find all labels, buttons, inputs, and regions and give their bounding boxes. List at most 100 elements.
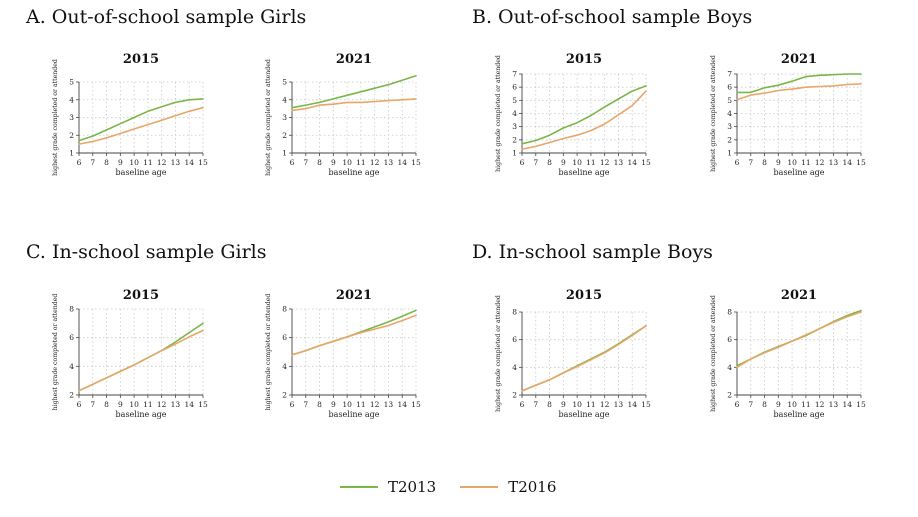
y-tick-label: 7 bbox=[727, 70, 732, 79]
y-tick-label: 5 bbox=[282, 78, 287, 87]
x-tick-label: 14 bbox=[842, 400, 852, 409]
y-axis-title: highest grade completed or attended bbox=[710, 55, 717, 172]
series-line-t2013 bbox=[736, 73, 862, 94]
y-axis-title: highest grade completed or attended bbox=[52, 59, 59, 176]
section-title-a: A. Out-of-school sample Girls bbox=[26, 6, 307, 28]
x-tick-label: 14 bbox=[184, 158, 194, 167]
y-tick-label: 7 bbox=[512, 70, 517, 79]
panel-title: 2021 bbox=[781, 52, 817, 67]
series-line-t2013 bbox=[521, 324, 647, 392]
x-tick-label: 13 bbox=[171, 158, 181, 167]
y-axis-title: highest grade completed or attended bbox=[495, 55, 502, 172]
x-tick-label: 11 bbox=[143, 400, 153, 409]
x-tick-label: 15 bbox=[641, 158, 651, 167]
x-tick-label: 13 bbox=[171, 400, 181, 409]
x-tick-label: 15 bbox=[411, 158, 421, 167]
x-tick-label: 10 bbox=[129, 400, 139, 409]
y-tick-label: 1 bbox=[282, 149, 287, 158]
x-tick-label: 10 bbox=[787, 158, 797, 167]
x-axis-title: baseline age bbox=[329, 168, 380, 177]
y-tick-label: 2 bbox=[512, 391, 517, 400]
y-tick-label: 6 bbox=[727, 83, 732, 92]
x-tick-label: 13 bbox=[614, 400, 624, 409]
x-tick-label: 7 bbox=[533, 400, 538, 409]
x-tick-label: 9 bbox=[118, 400, 123, 409]
x-tick-label: 11 bbox=[586, 158, 596, 167]
x-tick-label: 9 bbox=[331, 158, 336, 167]
x-tick-label: 7 bbox=[533, 158, 538, 167]
x-tick-label: 8 bbox=[104, 158, 109, 167]
x-tick-label: 8 bbox=[317, 400, 322, 409]
x-tick-label: 6 bbox=[735, 158, 740, 167]
y-tick-label: 4 bbox=[512, 109, 517, 118]
x-tick-label: 12 bbox=[815, 158, 825, 167]
series-line-t2013 bbox=[78, 322, 204, 392]
x-axis-title: baseline age bbox=[116, 410, 167, 419]
x-tick-label: 12 bbox=[600, 400, 610, 409]
x-tick-label: 12 bbox=[157, 158, 167, 167]
y-tick-label: 3 bbox=[727, 122, 732, 131]
series-line-t2016 bbox=[78, 329, 204, 392]
x-tick-label: 14 bbox=[627, 158, 637, 167]
y-tick-label: 6 bbox=[69, 333, 74, 342]
x-tick-label: 7 bbox=[748, 400, 753, 409]
x-axis-title: baseline age bbox=[559, 168, 610, 177]
x-tick-label: 14 bbox=[627, 400, 637, 409]
y-tick-label: 6 bbox=[512, 83, 517, 92]
series-line-t2016 bbox=[521, 324, 647, 392]
legend-label-t2013: T2013 bbox=[388, 478, 437, 496]
x-tick-label: 10 bbox=[129, 158, 139, 167]
y-tick-label: 6 bbox=[282, 333, 287, 342]
x-tick-label: 11 bbox=[356, 400, 366, 409]
series-line-t2013 bbox=[521, 85, 647, 145]
x-tick-label: 13 bbox=[614, 158, 624, 167]
legend-swatch-t2013 bbox=[340, 485, 378, 489]
panel-title: 2015 bbox=[123, 288, 159, 303]
x-tick-label: 15 bbox=[411, 400, 421, 409]
section-title-c: C. In-school sample Girls bbox=[26, 241, 267, 263]
legend-swatch-t2016 bbox=[460, 485, 499, 489]
y-tick-label: 1 bbox=[727, 149, 732, 158]
y-tick-label: 5 bbox=[69, 78, 74, 87]
x-tick-label: 14 bbox=[842, 158, 852, 167]
y-tick-label: 2 bbox=[727, 391, 732, 400]
x-tick-label: 11 bbox=[143, 158, 153, 167]
y-tick-label: 5 bbox=[512, 96, 517, 105]
x-tick-label: 7 bbox=[303, 400, 308, 409]
series-line-t2016 bbox=[521, 90, 647, 150]
x-tick-label: 8 bbox=[762, 158, 767, 167]
series-line-t2013 bbox=[291, 75, 417, 109]
x-tick-label: 6 bbox=[735, 400, 740, 409]
x-tick-label: 6 bbox=[290, 158, 295, 167]
x-tick-label: 6 bbox=[520, 158, 525, 167]
y-tick-label: 4 bbox=[282, 362, 287, 371]
y-tick-label: 2 bbox=[282, 131, 287, 140]
y-tick-label: 4 bbox=[282, 95, 287, 104]
x-tick-label: 9 bbox=[776, 400, 781, 409]
panel-title: 2021 bbox=[336, 52, 372, 67]
y-tick-label: 2 bbox=[69, 391, 74, 400]
x-tick-label: 7 bbox=[90, 158, 95, 167]
y-tick-label: 2 bbox=[727, 135, 732, 144]
x-tick-label: 7 bbox=[748, 158, 753, 167]
y-tick-label: 4 bbox=[727, 363, 732, 372]
y-tick-label: 2 bbox=[69, 131, 74, 140]
panel-title: 2021 bbox=[336, 288, 372, 303]
x-tick-label: 13 bbox=[829, 158, 839, 167]
x-tick-label: 14 bbox=[184, 400, 194, 409]
y-tick-label: 6 bbox=[512, 335, 517, 344]
x-axis-title: baseline age bbox=[774, 410, 825, 419]
y-tick-label: 5 bbox=[727, 96, 732, 105]
x-tick-label: 9 bbox=[118, 158, 123, 167]
x-tick-label: 8 bbox=[547, 158, 552, 167]
y-axis-title: highest grade completed or attended bbox=[52, 294, 59, 411]
series-line-t2013 bbox=[78, 98, 204, 142]
x-tick-label: 15 bbox=[856, 400, 866, 409]
x-tick-label: 12 bbox=[815, 400, 825, 409]
series-line-t2016 bbox=[291, 98, 417, 112]
x-tick-label: 12 bbox=[370, 158, 380, 167]
